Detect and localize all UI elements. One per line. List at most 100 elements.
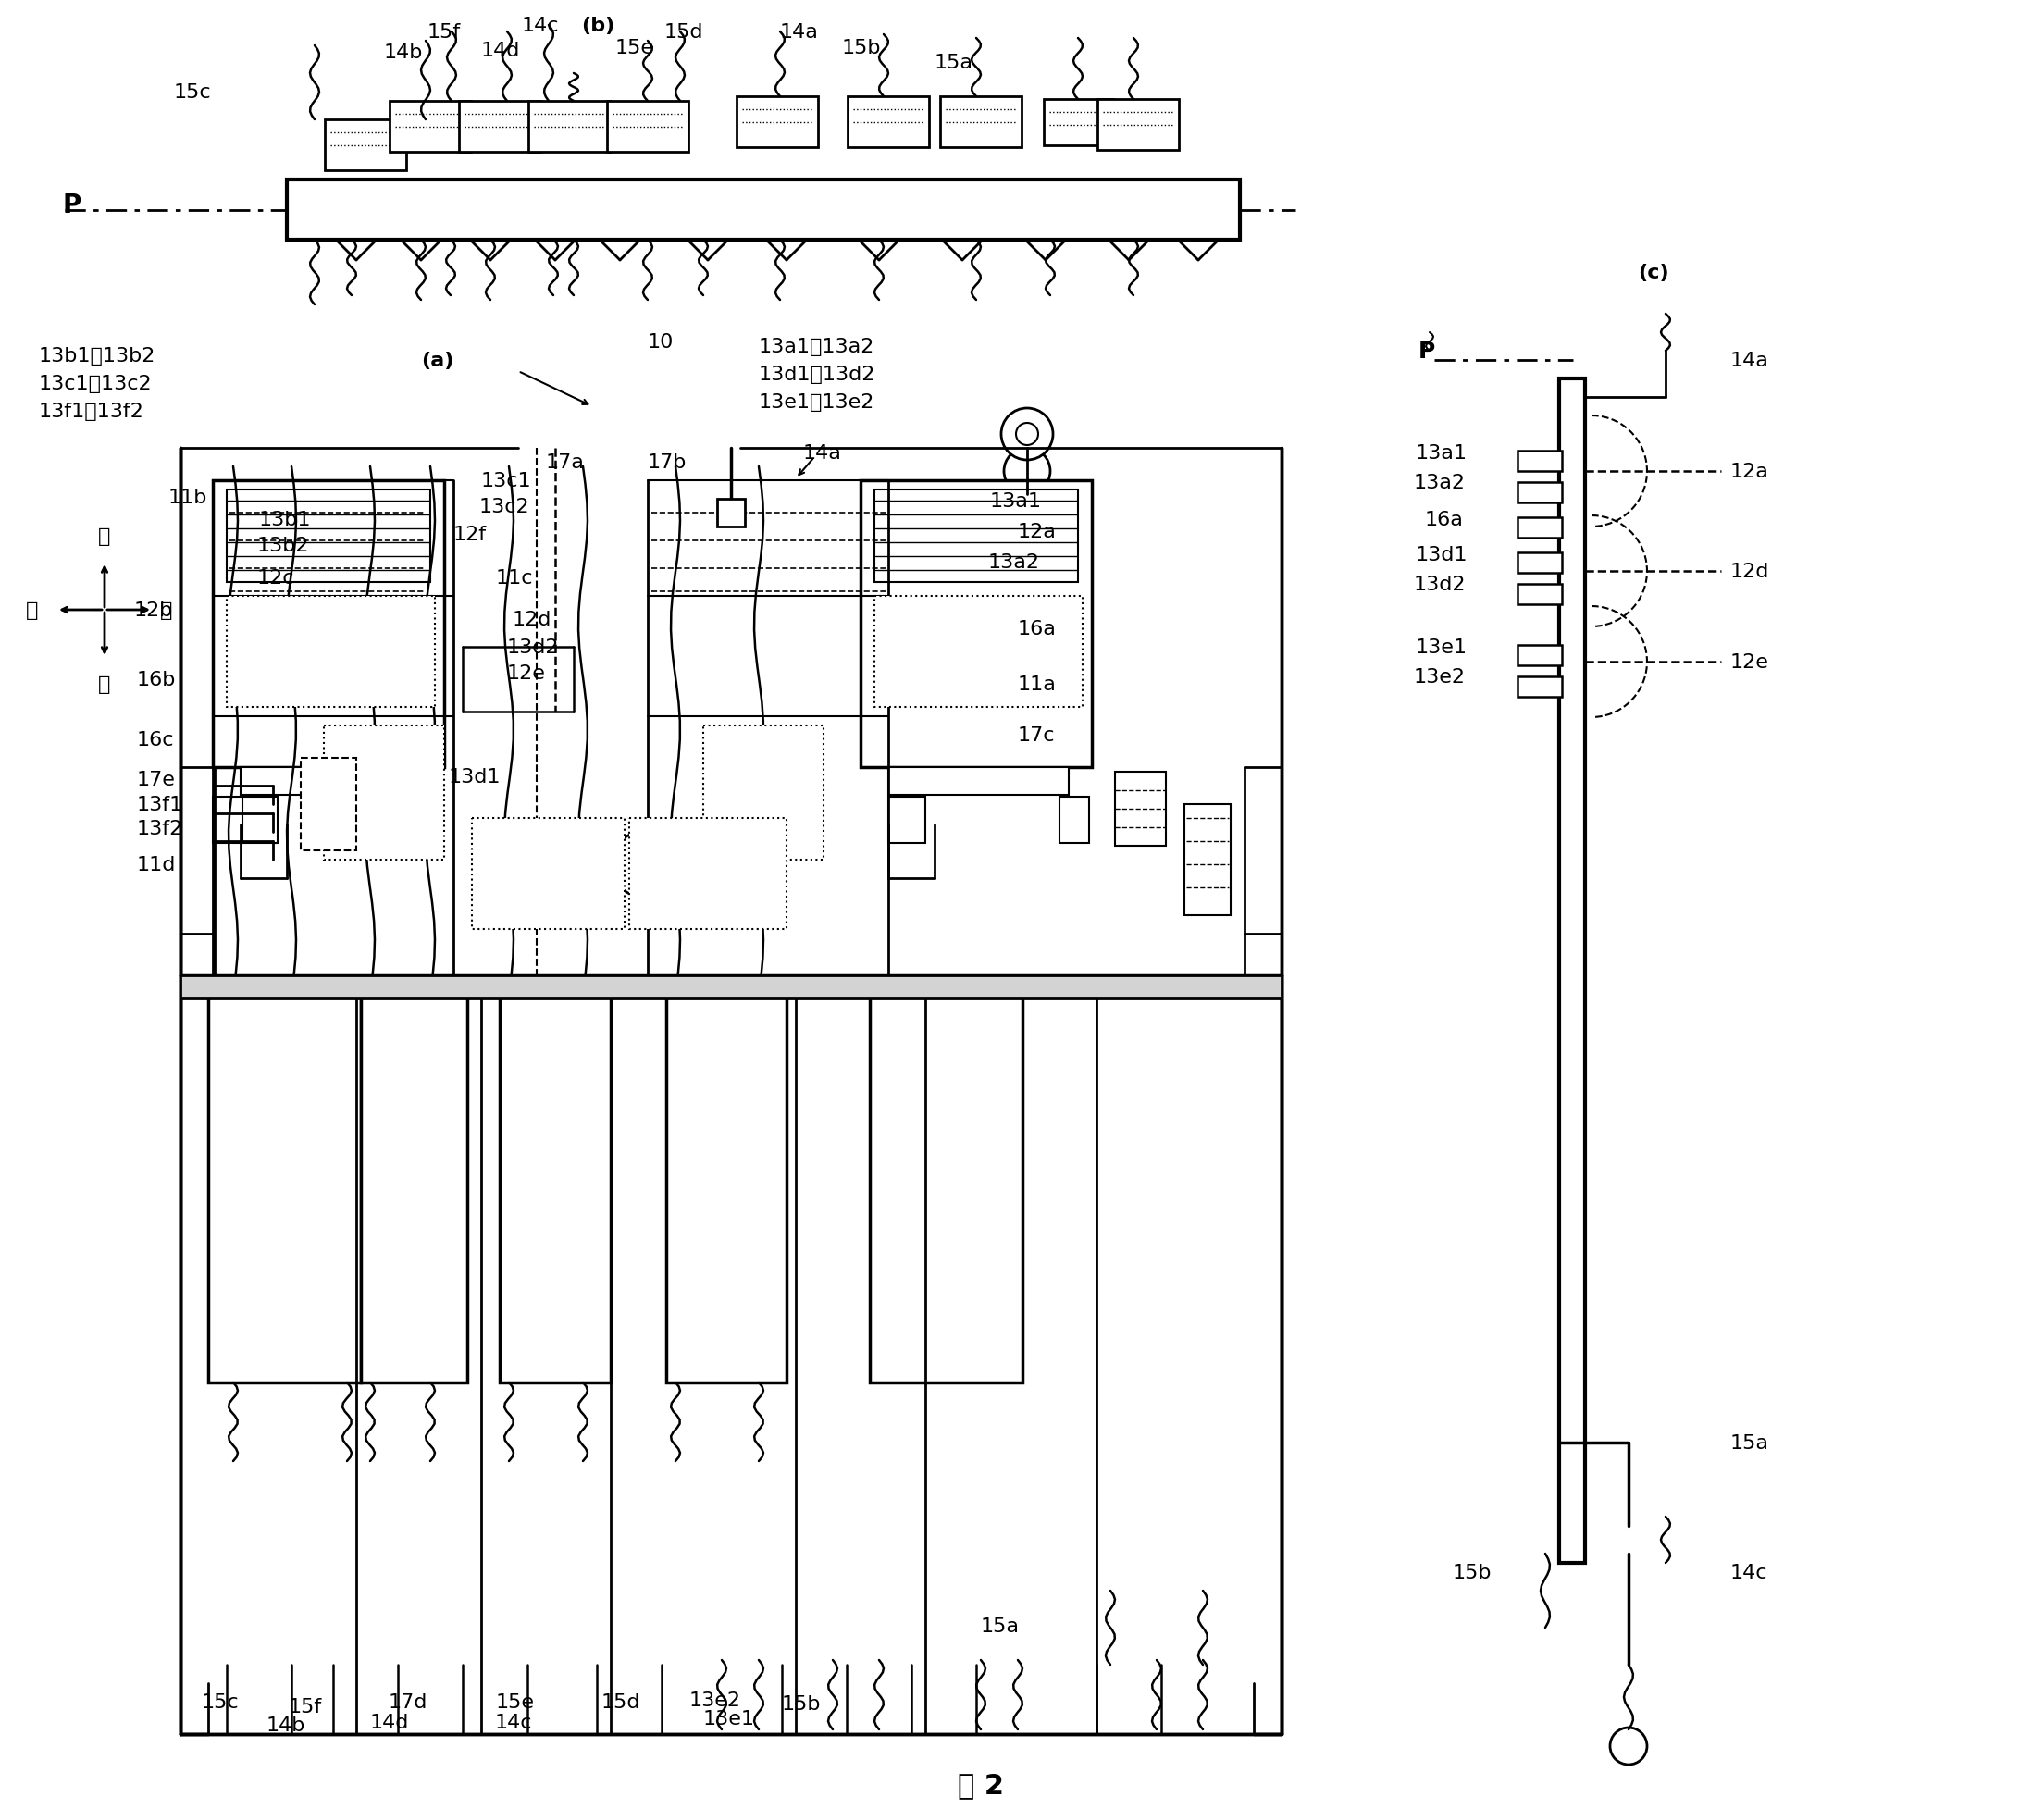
Text: 12d: 12d bbox=[1731, 563, 1770, 581]
Text: 14b: 14b bbox=[384, 43, 423, 62]
Text: 13e2: 13e2 bbox=[689, 1691, 742, 1710]
Text: 13d2: 13d2 bbox=[507, 639, 560, 657]
Text: 左: 左 bbox=[27, 601, 39, 620]
Bar bbox=[1517, 554, 1562, 573]
Bar bbox=[1098, 99, 1179, 150]
Bar bbox=[300, 758, 356, 850]
Text: 16a: 16a bbox=[1018, 620, 1057, 639]
Bar bbox=[1059, 798, 1089, 843]
Bar bbox=[286, 181, 1241, 241]
Bar bbox=[889, 767, 1069, 796]
Text: 13a2: 13a2 bbox=[1414, 474, 1466, 492]
Circle shape bbox=[1004, 449, 1051, 496]
Bar bbox=[227, 597, 435, 707]
Bar bbox=[1517, 646, 1562, 666]
Bar bbox=[1517, 517, 1562, 539]
Text: 14a: 14a bbox=[803, 443, 842, 463]
Text: 15f: 15f bbox=[427, 24, 462, 42]
Text: 15b: 15b bbox=[783, 1695, 822, 1713]
Text: 15c: 15c bbox=[202, 1693, 239, 1711]
Text: 17a: 17a bbox=[546, 454, 585, 472]
Text: 15e: 15e bbox=[615, 38, 654, 58]
Text: 12c: 12c bbox=[258, 568, 294, 588]
Bar bbox=[1114, 772, 1165, 847]
Text: 14c: 14c bbox=[495, 1713, 533, 1731]
Text: 14c: 14c bbox=[1731, 1563, 1768, 1581]
Text: (a): (a) bbox=[421, 351, 454, 369]
Text: 15a: 15a bbox=[981, 1617, 1020, 1635]
Text: 13e2: 13e2 bbox=[1414, 668, 1466, 686]
Text: 13c2: 13c2 bbox=[478, 497, 529, 516]
Text: 14d: 14d bbox=[370, 1713, 409, 1731]
Text: 13f2: 13f2 bbox=[137, 819, 184, 838]
Text: 13a1、13a2: 13a1、13a2 bbox=[758, 338, 875, 356]
Bar bbox=[1517, 483, 1562, 503]
Text: 13d2: 13d2 bbox=[1414, 575, 1466, 593]
Bar bbox=[208, 995, 362, 1382]
Text: 12a: 12a bbox=[1731, 463, 1768, 481]
Bar bbox=[362, 995, 468, 1382]
Text: 13a2: 13a2 bbox=[987, 554, 1040, 572]
Bar bbox=[940, 98, 1022, 148]
Bar bbox=[472, 818, 625, 930]
Bar bbox=[1044, 99, 1114, 147]
Text: 右: 右 bbox=[159, 601, 172, 620]
Text: 15f: 15f bbox=[288, 1697, 323, 1715]
Circle shape bbox=[1611, 1728, 1647, 1764]
Text: 10: 10 bbox=[648, 333, 675, 351]
Text: 16a: 16a bbox=[1425, 510, 1464, 528]
Circle shape bbox=[1016, 423, 1038, 445]
Text: 13b1、13b2: 13b1、13b2 bbox=[39, 347, 155, 365]
Text: 11b: 11b bbox=[168, 488, 208, 507]
Text: 11d: 11d bbox=[137, 856, 176, 874]
Circle shape bbox=[1002, 409, 1053, 461]
Bar bbox=[871, 995, 1022, 1382]
Bar bbox=[390, 101, 470, 152]
Text: 14a: 14a bbox=[781, 24, 820, 42]
Text: 14d: 14d bbox=[480, 42, 521, 60]
Text: 13f1、13f2: 13f1、13f2 bbox=[39, 402, 145, 421]
Text: 14a: 14a bbox=[1731, 351, 1768, 369]
Bar bbox=[1517, 450, 1562, 472]
Text: 下: 下 bbox=[98, 675, 110, 693]
Text: 13f1: 13f1 bbox=[137, 796, 184, 814]
Bar bbox=[861, 481, 1091, 767]
Text: 17d: 17d bbox=[388, 1693, 427, 1711]
Text: 13c1: 13c1 bbox=[480, 472, 531, 490]
Text: 16c: 16c bbox=[137, 731, 174, 749]
Bar bbox=[241, 767, 421, 796]
Bar bbox=[875, 597, 1083, 707]
Bar bbox=[227, 490, 431, 582]
Text: 13c1、13c2: 13c1、13c2 bbox=[39, 374, 153, 393]
Bar bbox=[889, 798, 926, 843]
Bar bbox=[180, 975, 1282, 999]
Bar bbox=[323, 725, 444, 859]
Text: 12e: 12e bbox=[507, 664, 546, 682]
Text: 13a1: 13a1 bbox=[1416, 443, 1468, 463]
Text: 13d1: 13d1 bbox=[1416, 546, 1468, 564]
Text: 12e: 12e bbox=[1731, 653, 1768, 671]
Text: 16b: 16b bbox=[137, 671, 176, 689]
Text: 17b: 17b bbox=[648, 454, 687, 472]
Text: 12f: 12f bbox=[454, 525, 486, 545]
Bar bbox=[1517, 677, 1562, 696]
Bar bbox=[213, 481, 444, 767]
Bar bbox=[717, 499, 744, 526]
Text: (b): (b) bbox=[580, 16, 615, 34]
Text: 14c: 14c bbox=[521, 16, 560, 34]
Text: P: P bbox=[63, 192, 82, 219]
Text: 12b: 12b bbox=[135, 601, 174, 620]
Text: 17e: 17e bbox=[137, 771, 176, 789]
Bar bbox=[213, 798, 243, 843]
Bar bbox=[1517, 584, 1562, 604]
Text: 11a: 11a bbox=[1018, 675, 1057, 693]
Text: 13d1、13d2: 13d1、13d2 bbox=[758, 365, 875, 384]
Text: (c): (c) bbox=[1637, 264, 1668, 282]
Circle shape bbox=[611, 832, 675, 897]
Bar bbox=[875, 490, 1077, 582]
Text: 図 2: 図 2 bbox=[959, 1771, 1004, 1798]
Text: 13d1: 13d1 bbox=[450, 767, 501, 787]
Bar bbox=[607, 101, 689, 152]
Text: 15a: 15a bbox=[1731, 1433, 1770, 1453]
Bar bbox=[325, 119, 407, 172]
